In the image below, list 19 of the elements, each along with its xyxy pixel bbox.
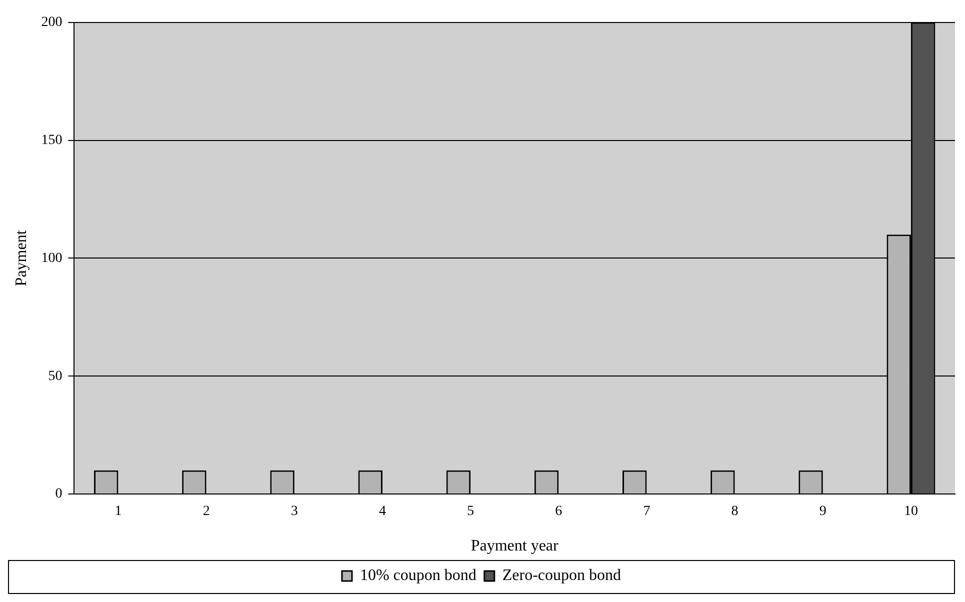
y-tick-label: 0 [55,486,62,502]
x-tick-label: 7 [643,504,650,520]
x-tick-label: 4 [378,504,386,520]
x-tick-label: 9 [819,504,826,520]
x-tick-label: 10 [904,504,918,520]
x-tick-label: 5 [467,504,474,520]
y-tick-label: 100 [41,250,62,266]
legend-label: Zero-coupon bond [502,567,622,584]
y-axis-title: Payment [12,230,30,286]
x-tick-label: 8 [731,504,738,520]
x-tick-label: 3 [290,504,298,520]
x-tick-label: 6 [555,504,562,520]
y-tick-label: 200 [41,15,62,30]
x-axis-title: Payment year [470,538,560,555]
legend-label: 10% coupon bond [360,567,476,584]
x-tick-label: 1 [114,504,122,520]
y-tick-label: 150 [41,132,62,148]
x-tick-label: 2 [202,504,210,520]
y-tick-label: 50 [48,368,62,384]
